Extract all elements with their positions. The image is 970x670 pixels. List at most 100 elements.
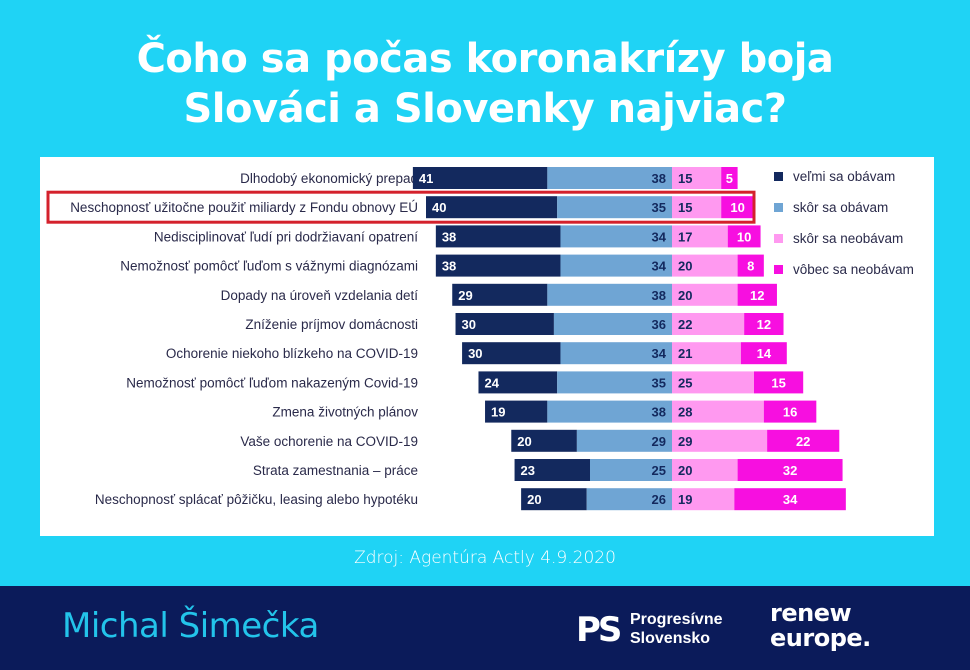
data-label: 22 <box>796 434 810 449</box>
bar-segment <box>560 225 672 248</box>
renew-europe-logo: renew europe. <box>770 601 871 651</box>
bar-segment <box>672 313 745 335</box>
data-label: 30 <box>462 317 476 332</box>
data-label: 23 <box>521 463 535 478</box>
legend-swatch <box>774 203 783 212</box>
bar-segment <box>560 342 672 365</box>
page-title: Čoho sa počas koronakrízy boja Slováci a… <box>0 34 970 134</box>
bar-segment <box>576 429 672 452</box>
bar-segment <box>672 283 738 306</box>
bar-segment <box>547 167 672 189</box>
bar-segment <box>462 342 561 365</box>
legend-swatch <box>774 172 783 181</box>
data-label: 34 <box>652 259 667 274</box>
author-name: Michal Šimečka <box>62 606 319 646</box>
bar-segment <box>672 167 722 189</box>
data-label: 38 <box>652 405 666 420</box>
legend-label: skôr sa neobávam <box>793 231 903 246</box>
category-label: Neschopnosť splácať pôžičku, leasing ale… <box>95 492 418 507</box>
data-label: 35 <box>652 200 666 215</box>
data-label: 15 <box>771 375 785 390</box>
footer-bar: Michal Šimečka PS Progresívne Slovensko … <box>0 586 970 670</box>
bar-segment <box>672 254 738 277</box>
bar-segment <box>586 488 672 511</box>
data-label: 34 <box>783 492 798 507</box>
bar-segment <box>737 283 777 306</box>
bar-segment <box>737 459 843 481</box>
bar-segment <box>521 488 587 511</box>
ps-party-name: Progresívne Slovensko <box>630 610 722 648</box>
data-label: 12 <box>750 288 764 303</box>
data-label: 38 <box>442 259 456 274</box>
category-label: Dopady na úroveň vzdelania detí <box>221 288 419 303</box>
bar-segment <box>672 196 722 219</box>
highlight-frame <box>46 190 756 224</box>
category-label: Nemožnosť pomôcť ľuďom s vážnymi diagnóz… <box>120 259 418 274</box>
title-line-2: Slováci a Slovenky najviac? <box>183 86 787 132</box>
legend-label: veľmi sa obávam <box>793 169 895 184</box>
bar-segment <box>672 459 738 481</box>
bar-segment <box>426 196 558 219</box>
legend-swatch <box>774 265 783 274</box>
data-label: 22 <box>678 317 692 332</box>
bar-segment <box>740 342 787 365</box>
data-label: 19 <box>491 405 505 420</box>
category-label: Ochorenie niekoho blízkeho na COVID-19 <box>166 346 418 361</box>
category-label: Neschopnosť užitočne použiť miliardy z F… <box>70 200 418 215</box>
category-label: Strata zamestnania – práce <box>253 463 418 478</box>
data-label: 26 <box>652 492 666 507</box>
bar-segment <box>754 371 804 394</box>
data-label: 41 <box>419 171 433 186</box>
data-label: 38 <box>652 171 666 186</box>
bar-segment <box>763 400 817 423</box>
bar-segment <box>455 313 554 335</box>
data-label: 34 <box>652 346 667 361</box>
bar-segment <box>672 371 754 394</box>
data-label: 15 <box>678 200 692 215</box>
data-label: 34 <box>652 229 667 244</box>
category-label: Dlhodobý ekonomický prepad <box>240 171 418 186</box>
data-label: 20 <box>678 259 692 274</box>
data-label: 25 <box>652 463 666 478</box>
bar-segment <box>553 313 672 335</box>
data-label: 15 <box>678 171 692 186</box>
bar-segment <box>547 283 672 306</box>
bar-segment <box>727 225 761 248</box>
ps-name-line-2: Slovensko <box>630 630 711 647</box>
bar-segment <box>557 371 672 394</box>
data-label: 17 <box>678 229 692 244</box>
data-label: 20 <box>517 434 531 449</box>
bar-segment <box>557 196 672 219</box>
bar-segment <box>744 313 784 335</box>
data-label: 10 <box>737 229 751 244</box>
data-label: 29 <box>458 288 472 303</box>
data-label: 29 <box>652 434 666 449</box>
source-note: Zdroj: Agentúra Actly 4.9.2020 <box>354 548 616 568</box>
legend-label: vôbec sa neobávam <box>793 262 914 277</box>
data-label: 10 <box>730 200 744 215</box>
bar-segment <box>547 400 672 423</box>
bar-segment <box>672 225 728 248</box>
data-label: 21 <box>678 346 692 361</box>
bar-segment <box>672 400 764 423</box>
data-label: 29 <box>678 434 692 449</box>
ps-name-line-1: Progresívne <box>630 611 723 628</box>
bar-segment <box>721 167 738 189</box>
data-label: 30 <box>468 346 482 361</box>
data-label: 38 <box>442 229 456 244</box>
data-label: 25 <box>678 375 692 390</box>
legend-swatch <box>774 234 783 243</box>
data-label: 20 <box>678 288 692 303</box>
category-label: Zníženie príjmov domácnosti <box>245 317 418 332</box>
data-label: 12 <box>757 317 771 332</box>
data-label: 19 <box>678 492 692 507</box>
renew-logo-line-2: europe. <box>770 624 871 652</box>
bar-segment <box>412 167 548 189</box>
chart-panel: Dlhodobý ekonomický prepad 41 38 15 5 Neschop… <box>40 157 934 536</box>
ps-logo-icon: PS <box>576 610 622 650</box>
bar-segment <box>672 342 741 365</box>
legend-label: skôr sa obávam <box>793 200 888 215</box>
data-label: 36 <box>652 317 666 332</box>
bar-segment <box>734 488 846 511</box>
data-label: 5 <box>726 171 733 186</box>
